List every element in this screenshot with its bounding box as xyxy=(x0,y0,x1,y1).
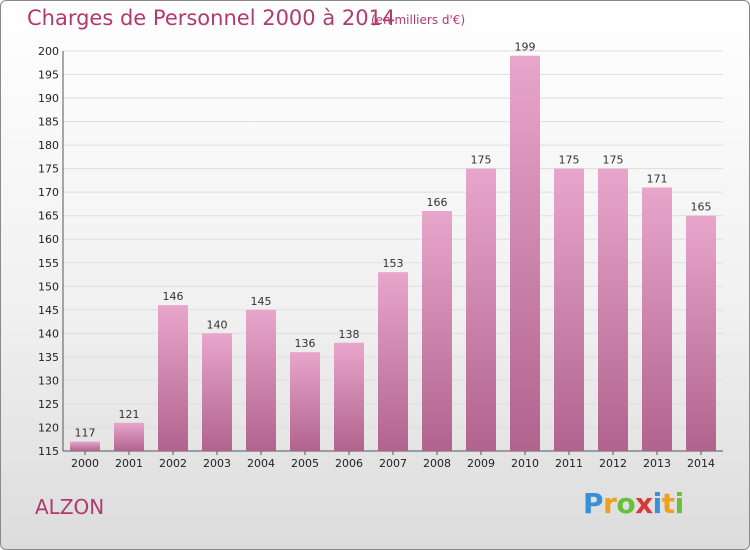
bar-2002 xyxy=(158,305,188,451)
data-label-2010: 199 xyxy=(515,41,536,54)
data-label-2004: 145 xyxy=(251,295,272,308)
y-tick-label: 140 xyxy=(38,327,59,340)
commune-name: ALZON xyxy=(35,495,105,519)
y-tick-label: 135 xyxy=(38,351,59,364)
bar-2003 xyxy=(202,333,232,451)
data-label-2007: 153 xyxy=(383,257,404,270)
logo-letter: r xyxy=(603,487,617,520)
bar-2013 xyxy=(642,187,672,451)
data-label-2006: 138 xyxy=(339,328,360,341)
bar-2009 xyxy=(466,168,496,451)
logo-letter: t xyxy=(661,487,675,520)
data-label-2008: 166 xyxy=(427,196,448,209)
x-tick-label: 2000 xyxy=(71,457,99,470)
y-tick-label: 130 xyxy=(38,374,59,387)
logo-letter: x xyxy=(635,487,653,520)
y-tick-label: 170 xyxy=(38,186,59,199)
y-tick-label: 180 xyxy=(38,139,59,152)
y-tick-label: 200 xyxy=(38,45,59,58)
y-tick-label: 160 xyxy=(38,233,59,246)
x-tick-label: 2009 xyxy=(467,457,495,470)
bar-2006 xyxy=(334,342,364,451)
bar-2005 xyxy=(290,352,320,451)
logo-letter: o xyxy=(616,487,636,520)
data-label-2002: 146 xyxy=(163,290,184,303)
y-tick-label: 150 xyxy=(38,280,59,293)
y-tick-label: 120 xyxy=(38,421,59,434)
bar-2004 xyxy=(246,309,276,451)
data-label-2012: 175 xyxy=(603,154,624,167)
bar-2008 xyxy=(422,211,452,451)
y-tick-label: 125 xyxy=(38,398,59,411)
x-tick-label: 2008 xyxy=(423,457,451,470)
x-tick-label: 2005 xyxy=(291,457,319,470)
y-tick-label: 145 xyxy=(38,304,59,317)
x-tick-label: 2012 xyxy=(599,457,627,470)
bar-2011 xyxy=(554,168,584,451)
chart-subtitle: (en milliers d'€) xyxy=(371,13,466,27)
data-label-2001: 121 xyxy=(119,408,140,421)
logo-letter: i xyxy=(674,487,685,520)
bar-2014 xyxy=(686,215,716,451)
logo-letter: i xyxy=(652,487,663,520)
y-tick-label: 195 xyxy=(38,69,59,82)
bar-2000 xyxy=(70,441,100,451)
y-tick-label: 115 xyxy=(38,445,59,458)
x-tick-label: 2014 xyxy=(687,457,715,470)
y-tick-label: 155 xyxy=(38,257,59,270)
y-tick-label: 165 xyxy=(38,210,59,223)
y-tick-label: 175 xyxy=(38,163,59,176)
x-tick-label: 2002 xyxy=(159,457,187,470)
data-label-2005: 136 xyxy=(295,337,316,350)
bar-2010 xyxy=(510,55,540,452)
x-tick-label: 2004 xyxy=(247,457,275,470)
data-label-2013: 171 xyxy=(647,172,668,185)
x-tick-label: 2003 xyxy=(203,457,231,470)
x-tick-label: 2013 xyxy=(643,457,671,470)
x-tick-label: 2007 xyxy=(379,457,407,470)
x-tick-label: 2011 xyxy=(555,457,583,470)
x-tick-label: 2006 xyxy=(335,457,363,470)
logo-letter: P xyxy=(583,487,604,520)
bar-2012 xyxy=(598,168,628,451)
data-label-2009: 175 xyxy=(471,154,492,167)
data-label-2000: 117 xyxy=(75,427,96,440)
bar-2007 xyxy=(378,272,408,451)
y-tick-label: 185 xyxy=(38,116,59,129)
chart-title: Charges de Personnel 2000 à 2014 xyxy=(27,6,396,30)
x-tick-label: 2001 xyxy=(115,457,143,470)
data-label-2011: 175 xyxy=(559,154,580,167)
x-tick-label: 2010 xyxy=(511,457,539,470)
data-label-2003: 140 xyxy=(207,318,228,331)
data-label-2014: 165 xyxy=(691,201,712,214)
proxiti-logo: Proxiti xyxy=(583,487,684,520)
bar-2001 xyxy=(114,422,144,451)
y-tick-label: 190 xyxy=(38,92,59,105)
